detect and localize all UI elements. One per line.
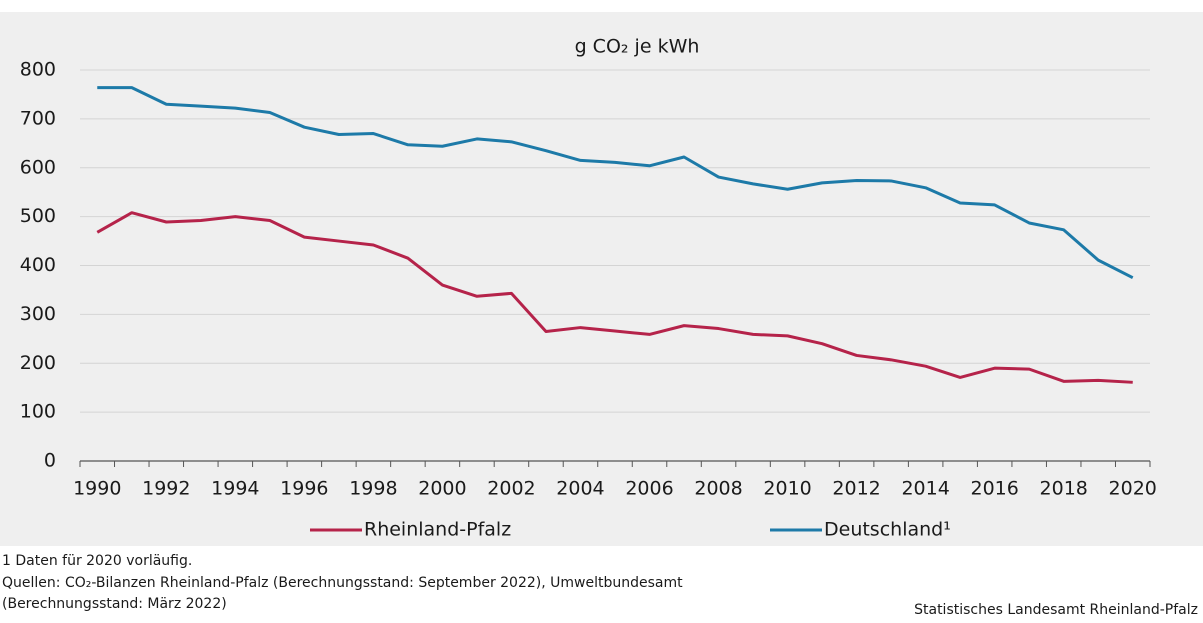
series-line	[96, 211, 1133, 384]
x-tick-label: 2018	[1040, 478, 1088, 500]
x-tick-label: 1996	[280, 478, 328, 500]
x-tick-label: 2020	[1109, 478, 1157, 500]
x-tick-label: 2006	[625, 478, 673, 500]
x-tick-label: 2004	[556, 478, 604, 500]
y-tick-label: 300	[20, 303, 56, 325]
y-tick-label: 100	[20, 401, 56, 423]
chart-background	[0, 12, 1203, 546]
chart-title: g CO₂ je kWh	[575, 36, 700, 58]
y-tick-label: 500	[20, 205, 56, 227]
x-tick-label: 2010	[763, 478, 811, 500]
legend-label: Deutschland¹	[824, 519, 951, 541]
y-tick-label: 200	[20, 352, 56, 374]
y-tick-label: 800	[20, 59, 56, 81]
footnote: Quellen: CO₂-Bilanzen Rheinland-Pfalz (B…	[2, 575, 683, 591]
y-tick-label: 700	[20, 107, 56, 129]
x-tick-label: 1990	[73, 478, 121, 500]
x-tick-label: 2016	[970, 478, 1018, 500]
x-tick-label: 2014	[901, 478, 949, 500]
y-tick-label: 600	[20, 156, 56, 178]
x-tick-label: 1998	[349, 478, 397, 500]
source: Statistisches Landesamt Rheinland-Pfalz	[914, 602, 1198, 618]
x-tick-label: 2012	[832, 478, 880, 500]
x-tick-label: 2008	[694, 478, 742, 500]
x-tick-label: 1994	[211, 478, 259, 500]
footnote: (Berechnungsstand: März 2022)	[2, 596, 227, 612]
y-tick-label: 400	[20, 254, 56, 276]
x-tick-label: 2002	[487, 478, 535, 500]
x-tick-label: 2000	[418, 478, 466, 500]
y-tick-label: 0	[44, 450, 56, 472]
x-tick-label: 1992	[142, 478, 190, 500]
footnote: 1 Daten für 2020 vorläufig.	[2, 553, 192, 569]
series-line	[97, 86, 1134, 280]
legend-label: Rheinland-Pfalz	[364, 519, 511, 541]
